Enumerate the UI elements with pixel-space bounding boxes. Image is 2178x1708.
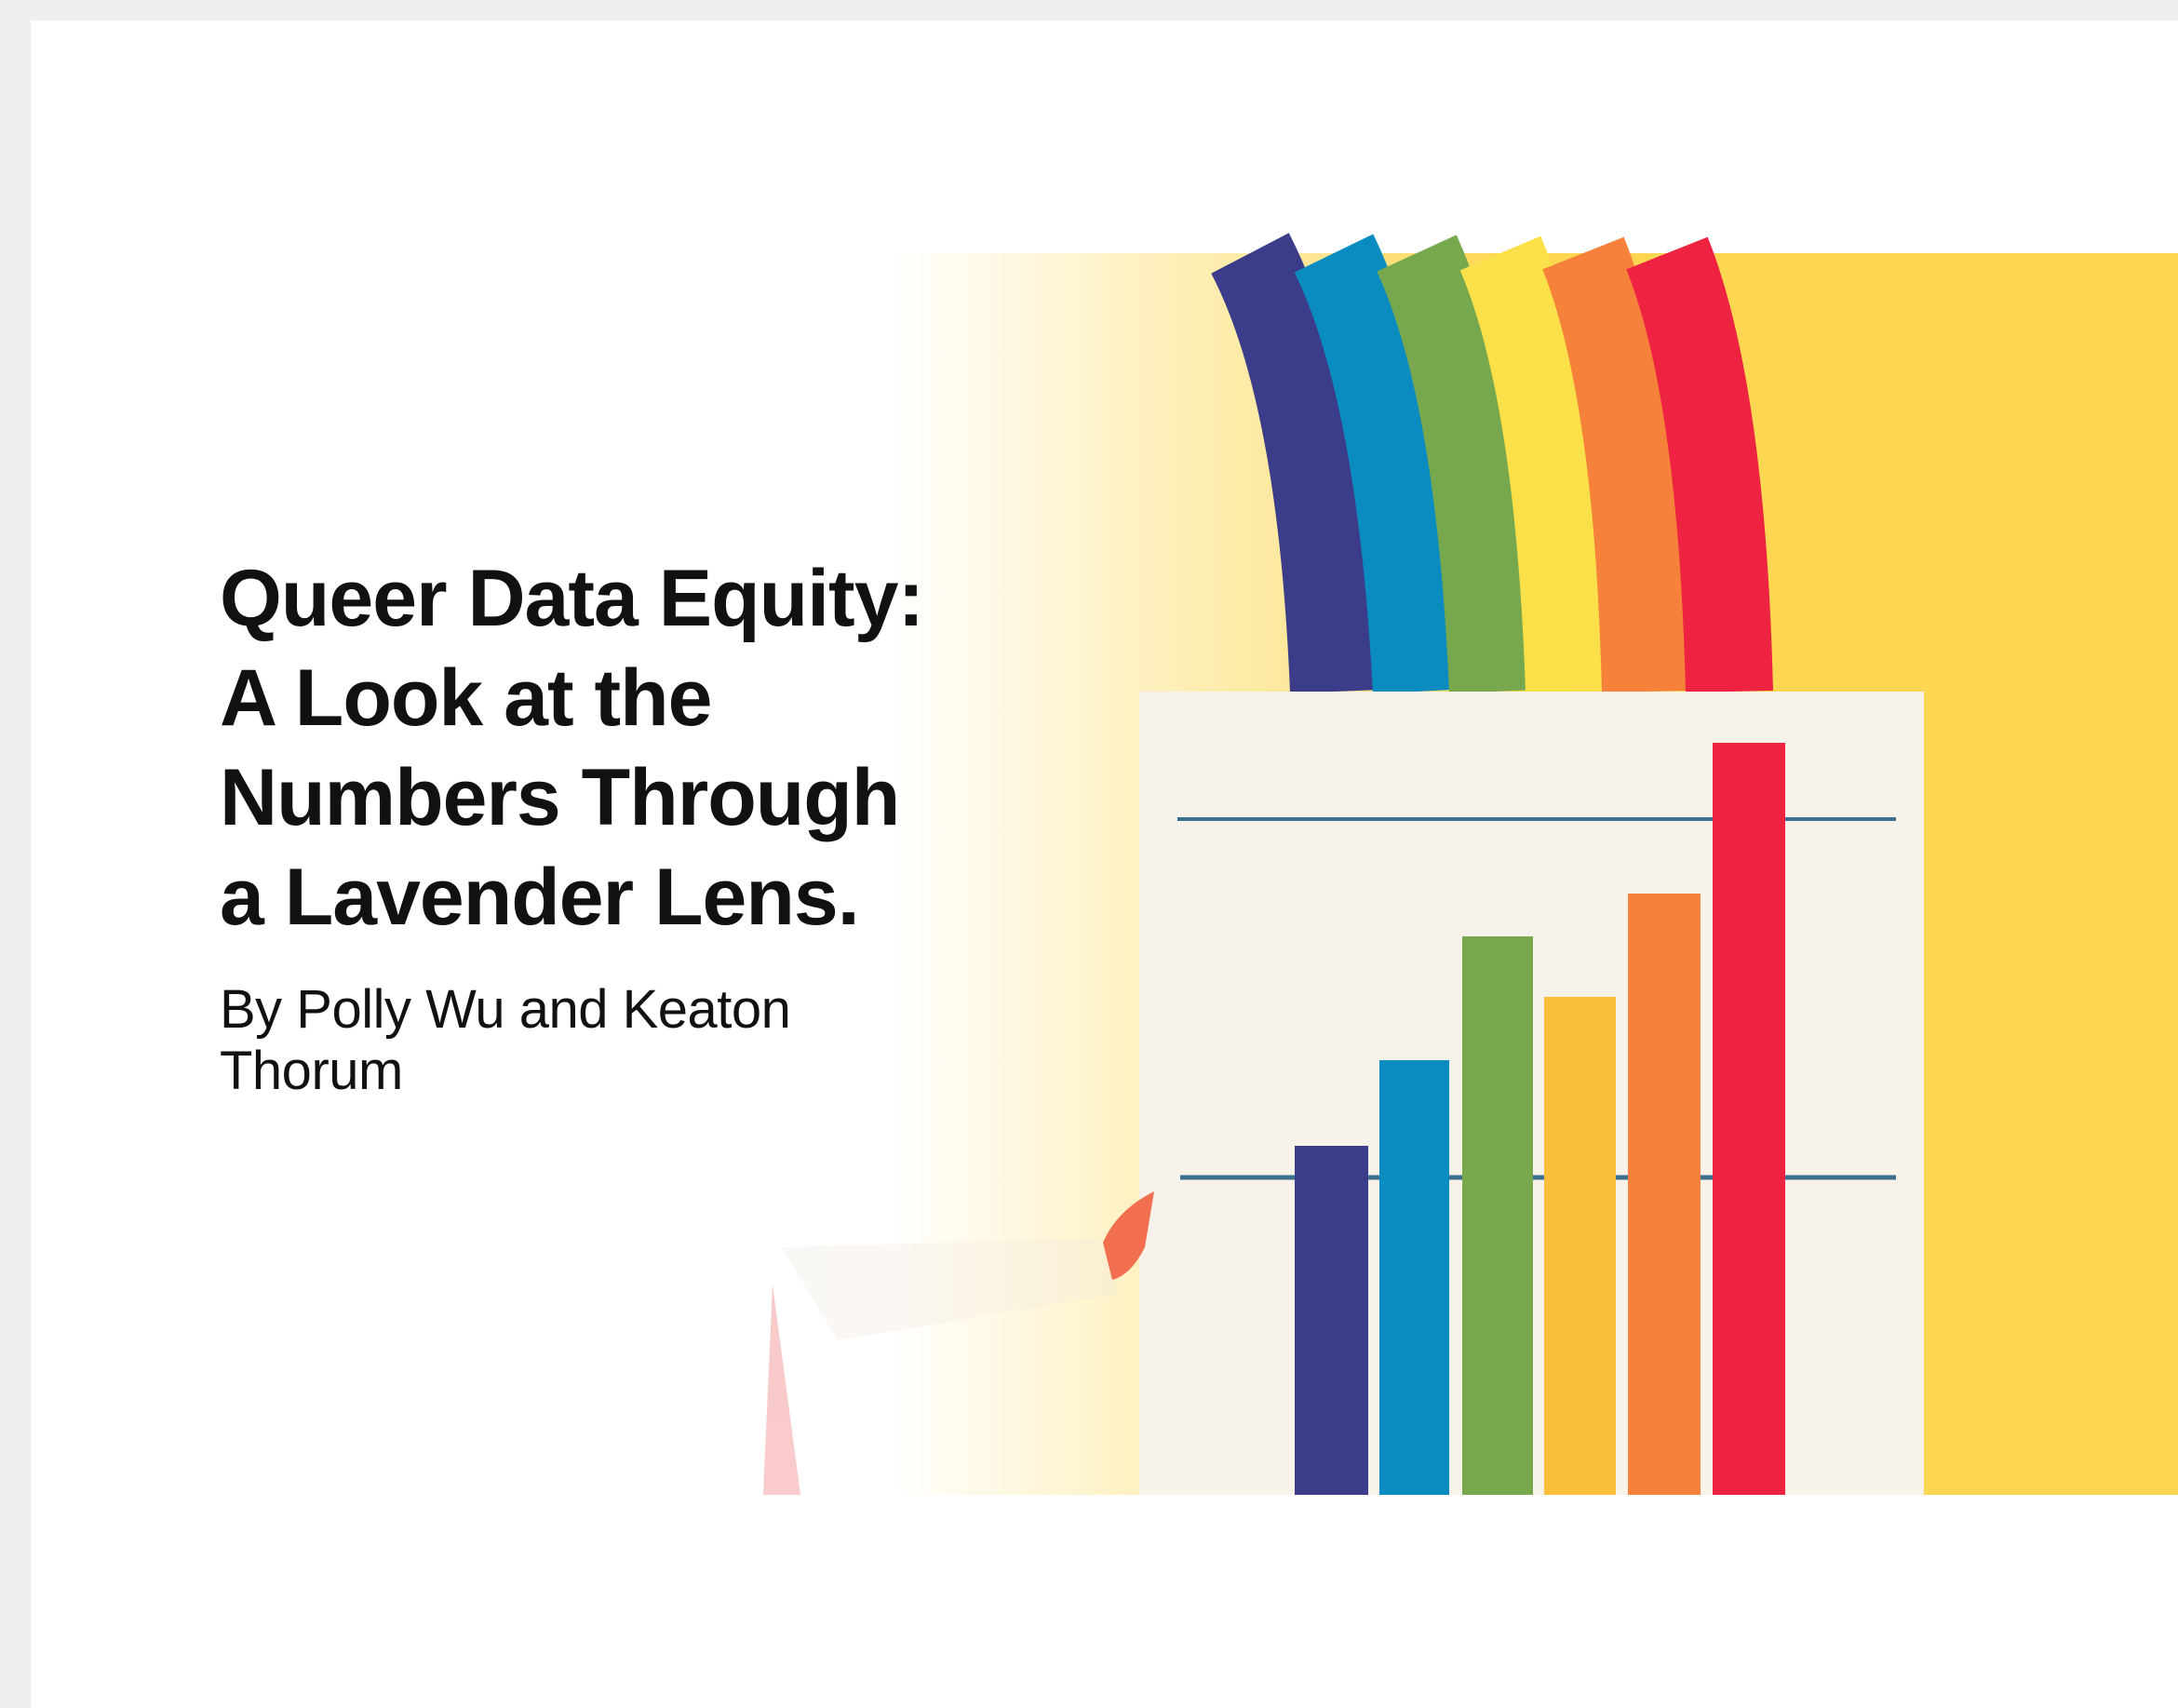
page: {"header": {"title": "Queer Data Equity:… bbox=[0, 0, 2178, 1708]
hero-text: Queer Data Equity: A Look at the Numbers… bbox=[220, 549, 927, 1102]
article-title: Queer Data Equity: A Look at the Numbers… bbox=[220, 549, 927, 948]
rainbow bbox=[1250, 253, 1729, 692]
article-byline: By Polly Wu and Keaton Thorum bbox=[220, 979, 927, 1102]
bar-shape bbox=[1713, 743, 1785, 1495]
bar-shape bbox=[1544, 997, 1616, 1495]
bar-shape bbox=[1628, 894, 1701, 1495]
bar-shape bbox=[1462, 936, 1533, 1495]
bar-shape bbox=[1379, 1060, 1449, 1495]
bar-shape bbox=[1295, 1146, 1368, 1495]
